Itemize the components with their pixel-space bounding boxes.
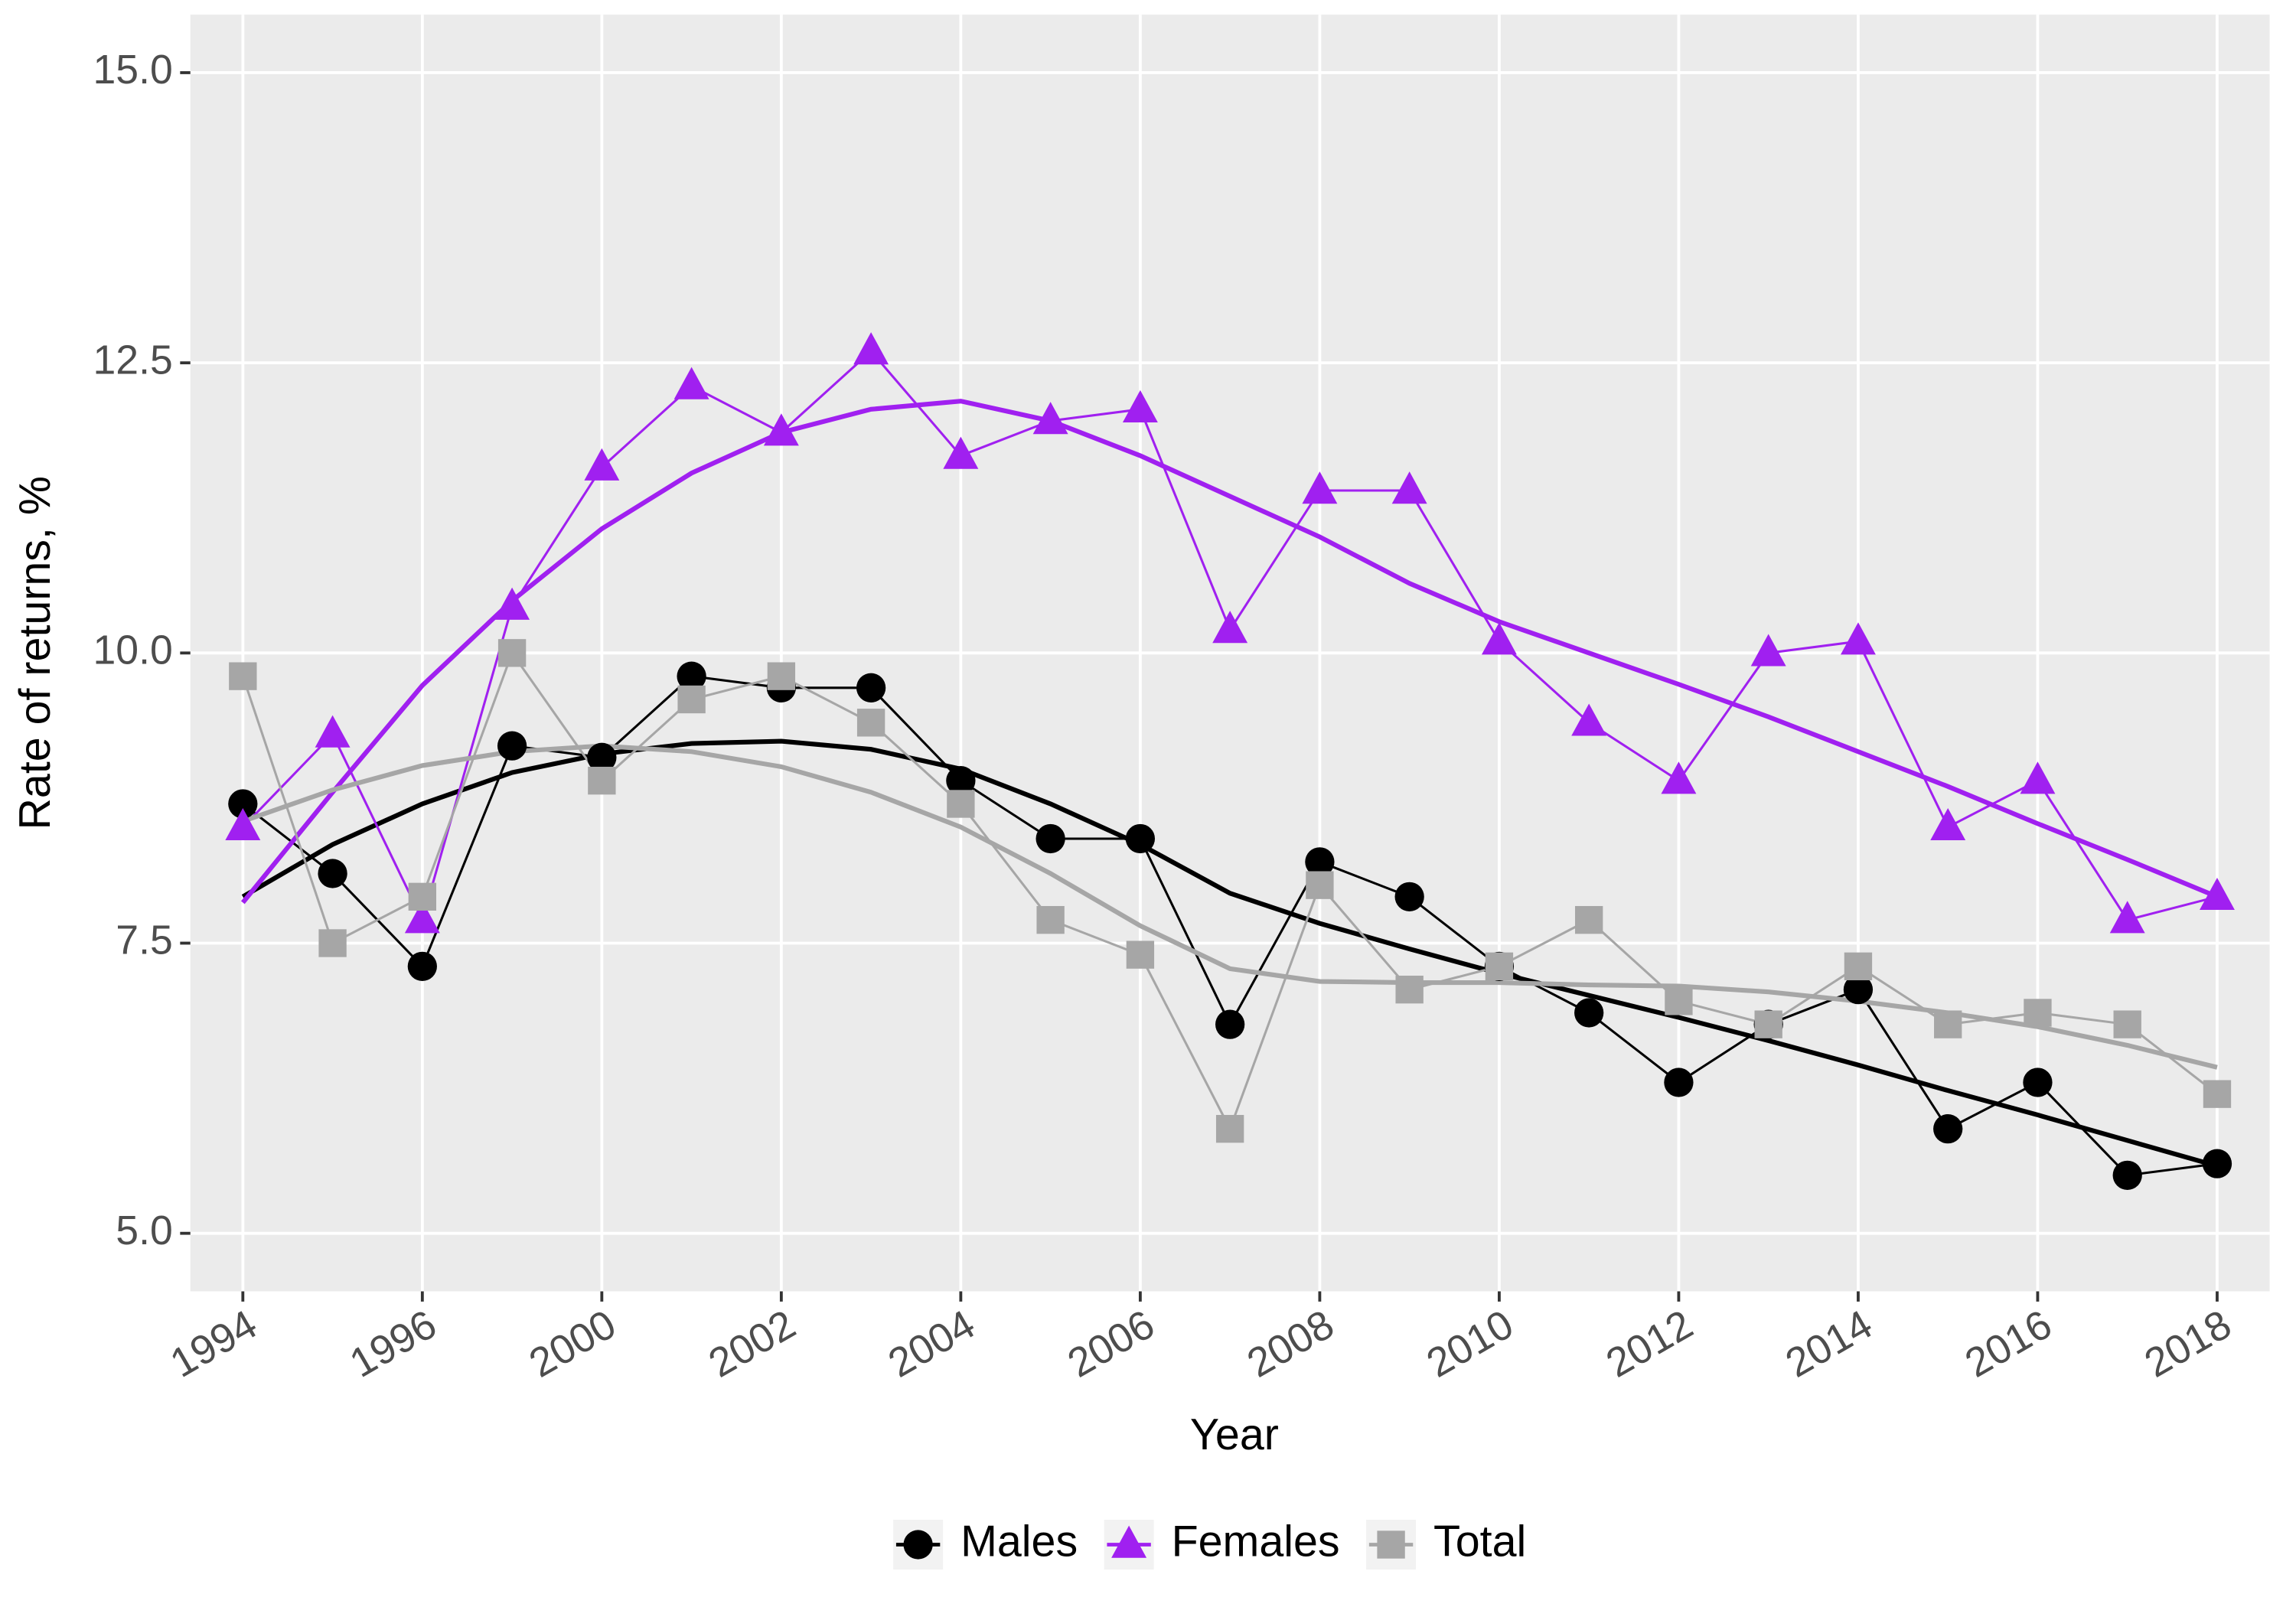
marker bbox=[588, 766, 616, 795]
legend-item: Total bbox=[1366, 1517, 1526, 1570]
marker bbox=[943, 436, 979, 469]
marker bbox=[497, 639, 527, 667]
trend-line bbox=[241, 738, 2218, 1169]
marker bbox=[1212, 611, 1248, 644]
marker bbox=[1032, 402, 1068, 435]
marker bbox=[2112, 1160, 2142, 1190]
marker bbox=[1844, 952, 1873, 981]
y-tick-label: 12.5 bbox=[93, 337, 173, 383]
marker bbox=[1302, 471, 1338, 504]
marker bbox=[497, 731, 527, 761]
marker bbox=[1215, 1114, 1244, 1143]
x-tick-label: 2002 bbox=[702, 1302, 804, 1387]
marker bbox=[947, 790, 975, 818]
marker bbox=[1125, 823, 1156, 854]
marker bbox=[1750, 634, 1786, 667]
x-tick-label: 2008 bbox=[1240, 1302, 1342, 1387]
marker bbox=[2113, 1010, 2141, 1038]
marker bbox=[1394, 882, 1424, 911]
marker bbox=[587, 742, 617, 772]
x-tick-label: 2016 bbox=[1958, 1302, 2060, 1387]
marker bbox=[407, 951, 437, 981]
marker bbox=[2024, 999, 2052, 1027]
marker bbox=[853, 332, 889, 365]
marker bbox=[1481, 622, 1517, 655]
marker bbox=[494, 587, 530, 620]
marker bbox=[856, 673, 886, 702]
marker bbox=[1111, 1525, 1147, 1558]
marker bbox=[404, 901, 440, 934]
marker bbox=[2203, 1080, 2232, 1108]
trend-line bbox=[240, 399, 2219, 905]
marker bbox=[1485, 952, 1514, 981]
x-tick-label: 2012 bbox=[1599, 1302, 1701, 1387]
x-tick-label: 2014 bbox=[1779, 1302, 1880, 1387]
marker bbox=[2023, 1068, 2053, 1097]
marker bbox=[1574, 905, 1603, 934]
y-tick-label: 10.0 bbox=[93, 627, 173, 673]
marker bbox=[1215, 1009, 1245, 1039]
marker bbox=[2020, 761, 2056, 794]
marker bbox=[677, 661, 706, 691]
marker bbox=[673, 367, 709, 399]
marker bbox=[1571, 703, 1607, 736]
marker bbox=[318, 929, 347, 957]
marker bbox=[1126, 940, 1155, 969]
marker bbox=[767, 662, 796, 690]
trend-line bbox=[242, 743, 2218, 1070]
marker bbox=[1395, 975, 1424, 1004]
marker bbox=[1391, 471, 1427, 504]
marker bbox=[1930, 807, 1966, 841]
legend-label: Total bbox=[1433, 1517, 1526, 1566]
marker bbox=[1840, 622, 1876, 655]
marker bbox=[228, 789, 258, 819]
x-tick-label: 1996 bbox=[343, 1302, 445, 1387]
marker bbox=[318, 859, 347, 888]
marker bbox=[763, 413, 799, 446]
marker bbox=[1664, 1068, 1694, 1097]
marker bbox=[408, 882, 437, 911]
marker bbox=[1933, 1114, 1963, 1144]
y-tick-label: 7.5 bbox=[116, 918, 172, 963]
marker bbox=[903, 1530, 933, 1560]
legend-label: Females bbox=[1172, 1517, 1340, 1566]
y-tick-label: 15.0 bbox=[93, 47, 173, 93]
x-tick-label: 1994 bbox=[163, 1302, 265, 1387]
marker bbox=[1574, 998, 1604, 1028]
marker bbox=[584, 448, 620, 481]
y-tick-label: 5.0 bbox=[116, 1208, 172, 1253]
legend-item: Females bbox=[1104, 1517, 1340, 1570]
marker bbox=[946, 766, 976, 796]
marker bbox=[1035, 823, 1065, 854]
marker bbox=[1754, 1010, 1782, 1038]
marker bbox=[225, 807, 261, 841]
y-axis-label: Rate of returns, % bbox=[11, 476, 60, 830]
marker bbox=[1661, 761, 1697, 794]
x-axis-label: Year bbox=[1190, 1410, 1279, 1459]
marker bbox=[2109, 901, 2145, 934]
marker bbox=[1377, 1530, 1405, 1559]
x-tick-label: 2000 bbox=[522, 1302, 624, 1387]
marker bbox=[315, 715, 351, 748]
x-tick-label: 2006 bbox=[1061, 1302, 1163, 1387]
marker bbox=[2202, 1149, 2232, 1178]
marker bbox=[1665, 987, 1693, 1015]
legend-label: Males bbox=[960, 1517, 1078, 1566]
marker bbox=[1122, 390, 1158, 423]
marker bbox=[1843, 975, 1874, 1005]
x-tick-label: 2010 bbox=[1420, 1302, 1521, 1387]
x-tick-label: 2018 bbox=[2138, 1302, 2239, 1387]
marker bbox=[856, 709, 885, 737]
marker bbox=[1934, 1010, 1962, 1038]
marker bbox=[2200, 877, 2235, 911]
marker bbox=[1306, 871, 1334, 899]
legend-item: Males bbox=[893, 1517, 1078, 1570]
marker bbox=[229, 662, 257, 690]
marker bbox=[1036, 905, 1065, 934]
marker bbox=[1305, 847, 1335, 877]
x-tick-label: 2004 bbox=[881, 1302, 983, 1387]
marker bbox=[677, 685, 706, 714]
